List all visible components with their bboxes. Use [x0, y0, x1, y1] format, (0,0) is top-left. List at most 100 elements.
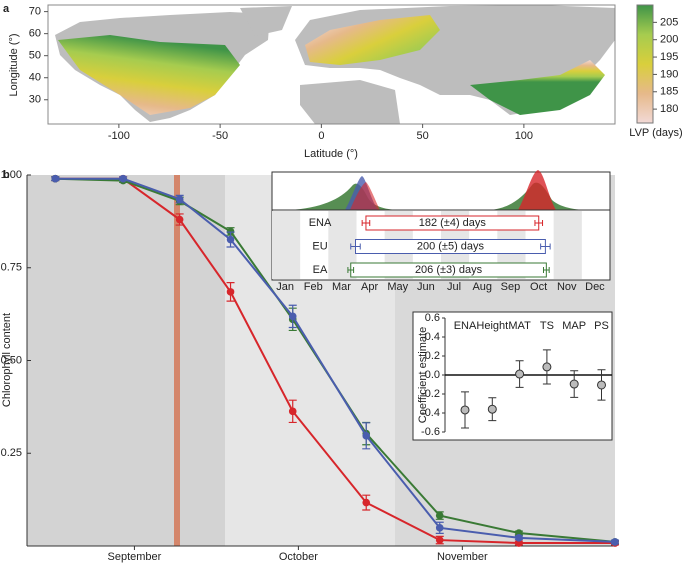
lvp-region [305, 15, 440, 65]
point [435, 511, 444, 520]
month-label: Sep [501, 281, 521, 293]
land [300, 80, 400, 124]
value-label: 200 (±5) days [417, 240, 485, 252]
point [288, 312, 297, 321]
colorbar-tick-label: 185 [660, 86, 678, 98]
point [611, 538, 619, 546]
value-label: 206 (±3) days [415, 264, 483, 276]
month-label: Dec [585, 281, 605, 293]
x-tick-label: October [279, 551, 318, 563]
month-label: Jul [447, 281, 461, 293]
category-label: Height [476, 320, 508, 332]
month-band [27, 175, 225, 546]
point [362, 432, 371, 440]
error-bar [534, 220, 544, 226]
y-tick-label: 0.25 [1, 447, 22, 459]
x-tick-label: 50 [417, 130, 429, 142]
colorbar-label: LVP (days) [629, 127, 682, 139]
point [175, 215, 184, 224]
x-tick-label: 0 [318, 130, 324, 142]
inset-frame [412, 311, 613, 441]
point [515, 534, 523, 542]
y-axis-label: Coefficient estimate [417, 327, 429, 423]
point [288, 407, 297, 416]
colorbar-tick-label: 205 [660, 16, 678, 28]
point [226, 227, 235, 236]
y-axis-label: Longitude (°) [8, 33, 20, 96]
y-tick-label: 40 [29, 72, 41, 84]
panel-label: a [3, 3, 10, 15]
y-axis-label: Chlorophyll content [1, 313, 13, 407]
y-tick-label: 70 [29, 6, 41, 18]
colorbar-tick-label: 180 [660, 103, 678, 115]
y-tick-label: -0.6 [421, 426, 440, 438]
category-label: MAT [508, 320, 531, 332]
month-label: Nov [557, 281, 577, 293]
point [597, 380, 606, 390]
panel-label: b [3, 169, 10, 181]
density [350, 182, 380, 210]
y-tick-label: 0.0 [425, 369, 440, 381]
category-label: ENA [454, 320, 477, 332]
category-label: ENA [309, 217, 332, 229]
point [515, 539, 523, 547]
range-panel: Jan Feb Mar Apr May Jun Jul Aug Sep Oct Nov Dec ENA 1… [271, 170, 611, 293]
error-bar [350, 243, 361, 250]
colorbar-tick-label: 195 [660, 51, 678, 63]
colorbar-tick-label: 190 [660, 68, 678, 80]
month-label: Feb [304, 281, 323, 293]
lvp-region [58, 35, 240, 115]
category-label: EA [313, 264, 328, 276]
point [226, 288, 235, 296]
y-tick-label: 1.00 [1, 169, 22, 181]
lvp-region [470, 60, 605, 115]
category-label: EU [312, 240, 327, 252]
category-label: TS [540, 320, 554, 332]
point [460, 405, 470, 415]
x-tick-label: November [437, 551, 488, 563]
coef-panel: -0.6 -0.4 -0.2 0.0 0.2 0.4 0.6 Coefficient esti… [412, 311, 613, 441]
x-tick-label: -50 [212, 130, 228, 142]
month-shade [272, 211, 301, 279]
y-tick-label: 30 [29, 94, 41, 106]
y-tick-label: 60 [29, 28, 41, 40]
month-label: Apr [361, 281, 378, 293]
map-frame [47, 4, 616, 125]
month-label: Jan [276, 281, 294, 293]
category-label: MAP [562, 320, 586, 332]
month-label: Oct [530, 281, 547, 293]
point [435, 536, 444, 544]
x-tick-label: 100 [515, 130, 533, 142]
error-bar [542, 267, 550, 273]
colorbar-tick-label: 200 [660, 34, 678, 46]
y-tick-label: 0.4 [425, 331, 440, 343]
error-bar [540, 243, 551, 250]
month-label: May [387, 281, 408, 293]
y-tick-label: -0.2 [421, 388, 440, 400]
month-label: Mar [332, 281, 351, 293]
y-tick-label: 50 [29, 50, 41, 62]
point [487, 404, 497, 414]
point [119, 174, 127, 183]
point [515, 369, 525, 379]
month-label: Jun [417, 281, 435, 293]
point [542, 362, 552, 372]
error-bar [361, 220, 371, 226]
point [435, 524, 444, 532]
land [240, 6, 292, 36]
y-tick-label: 0.6 [425, 312, 440, 324]
month-label: Aug [472, 281, 492, 293]
month-shade [553, 211, 582, 279]
point [569, 379, 579, 389]
density [518, 170, 556, 210]
y-tick-label: -0.4 [421, 407, 440, 419]
point [175, 195, 184, 203]
y-tick-label: 0.50 [1, 354, 22, 366]
colorbar [636, 4, 654, 124]
point [51, 174, 60, 183]
point [226, 235, 235, 244]
error-bar [347, 267, 355, 273]
map [47, 4, 616, 125]
y-tick-label: 0.2 [425, 350, 440, 362]
